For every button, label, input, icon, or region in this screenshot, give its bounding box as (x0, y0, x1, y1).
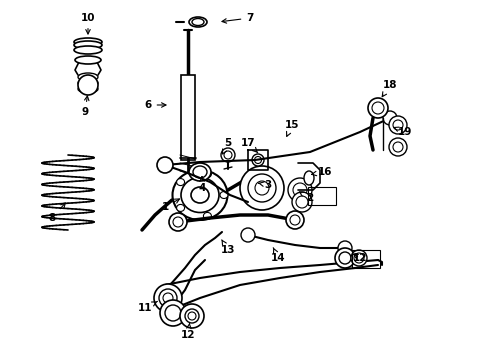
Text: 9: 9 (81, 96, 89, 117)
Bar (308, 187, 336, 205)
Text: 14: 14 (270, 248, 285, 263)
Text: 11: 11 (138, 301, 157, 313)
Circle shape (221, 148, 235, 162)
Text: 1: 1 (161, 199, 179, 212)
Ellipse shape (254, 157, 262, 163)
Ellipse shape (304, 171, 314, 185)
Circle shape (255, 181, 269, 195)
Text: 3: 3 (259, 180, 271, 190)
Ellipse shape (191, 187, 209, 203)
Text: 16: 16 (312, 167, 332, 177)
Circle shape (180, 304, 204, 328)
Text: 13: 13 (221, 240, 235, 255)
Circle shape (335, 248, 355, 268)
Circle shape (383, 111, 397, 125)
Circle shape (154, 284, 182, 312)
Ellipse shape (74, 46, 102, 54)
Circle shape (240, 166, 284, 210)
Circle shape (389, 116, 407, 134)
Circle shape (338, 241, 352, 255)
Circle shape (351, 250, 367, 266)
Circle shape (368, 98, 388, 118)
Bar (352, 250, 380, 268)
Circle shape (78, 75, 98, 95)
Text: 12: 12 (353, 253, 367, 263)
Ellipse shape (252, 154, 264, 166)
Text: 7: 7 (222, 13, 254, 23)
Text: 19: 19 (394, 127, 412, 137)
Circle shape (157, 157, 173, 173)
Circle shape (296, 196, 308, 208)
Ellipse shape (189, 17, 207, 27)
Circle shape (169, 213, 187, 231)
Ellipse shape (176, 204, 185, 211)
Circle shape (339, 252, 351, 264)
Circle shape (286, 211, 304, 229)
Text: 6: 6 (145, 100, 166, 110)
Text: 12: 12 (181, 324, 195, 340)
Ellipse shape (176, 179, 185, 185)
Text: 10: 10 (81, 13, 95, 34)
Circle shape (292, 192, 312, 212)
Circle shape (389, 138, 407, 156)
Text: 8: 8 (49, 203, 65, 223)
Ellipse shape (193, 166, 207, 178)
Circle shape (241, 228, 255, 242)
Ellipse shape (220, 192, 228, 198)
Ellipse shape (189, 163, 211, 181)
Text: 2: 2 (299, 192, 314, 203)
Circle shape (185, 309, 199, 323)
Ellipse shape (181, 177, 219, 212)
Circle shape (248, 174, 276, 202)
Ellipse shape (203, 171, 211, 177)
Circle shape (293, 183, 307, 197)
Ellipse shape (74, 38, 102, 46)
Text: 15: 15 (285, 120, 299, 136)
Ellipse shape (172, 170, 227, 220)
Text: 17: 17 (241, 138, 258, 153)
Ellipse shape (203, 212, 211, 220)
Text: 4: 4 (198, 177, 206, 193)
Circle shape (160, 300, 186, 326)
Circle shape (165, 305, 181, 321)
Ellipse shape (74, 41, 102, 49)
Text: 18: 18 (382, 80, 397, 96)
Circle shape (288, 178, 312, 202)
Text: 5: 5 (222, 138, 232, 154)
Bar (181, 75, 195, 160)
Ellipse shape (75, 56, 101, 64)
Circle shape (159, 289, 177, 307)
